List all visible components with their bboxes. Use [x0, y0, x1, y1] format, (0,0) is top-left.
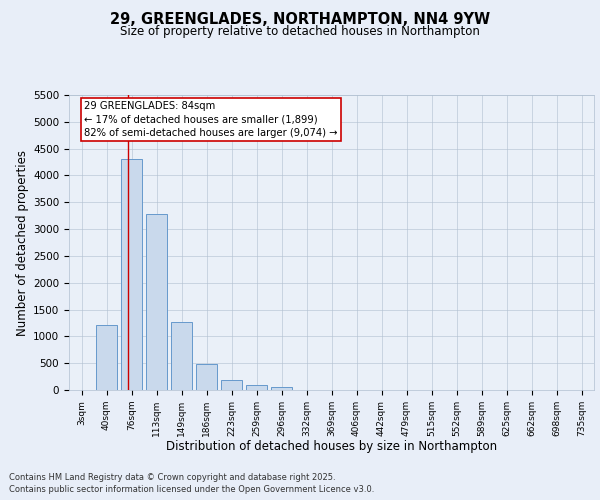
Text: Contains HM Land Registry data © Crown copyright and database right 2025.: Contains HM Land Registry data © Crown c… — [9, 472, 335, 482]
Bar — [146, 214, 167, 390]
Text: 29 GREENGLADES: 84sqm
← 17% of detached houses are smaller (1,899)
82% of semi-d: 29 GREENGLADES: 84sqm ← 17% of detached … — [84, 102, 337, 138]
Bar — [221, 380, 242, 390]
Bar — [171, 322, 192, 390]
Bar — [246, 384, 267, 390]
Y-axis label: Number of detached properties: Number of detached properties — [16, 150, 29, 336]
Bar — [121, 159, 142, 390]
Text: Contains public sector information licensed under the Open Government Licence v3: Contains public sector information licen… — [9, 485, 374, 494]
Bar — [196, 364, 217, 390]
Text: 29, GREENGLADES, NORTHAMPTON, NN4 9YW: 29, GREENGLADES, NORTHAMPTON, NN4 9YW — [110, 12, 490, 28]
X-axis label: Distribution of detached houses by size in Northampton: Distribution of detached houses by size … — [166, 440, 497, 454]
Bar — [271, 387, 292, 390]
Text: Size of property relative to detached houses in Northampton: Size of property relative to detached ho… — [120, 25, 480, 38]
Bar — [96, 325, 117, 390]
